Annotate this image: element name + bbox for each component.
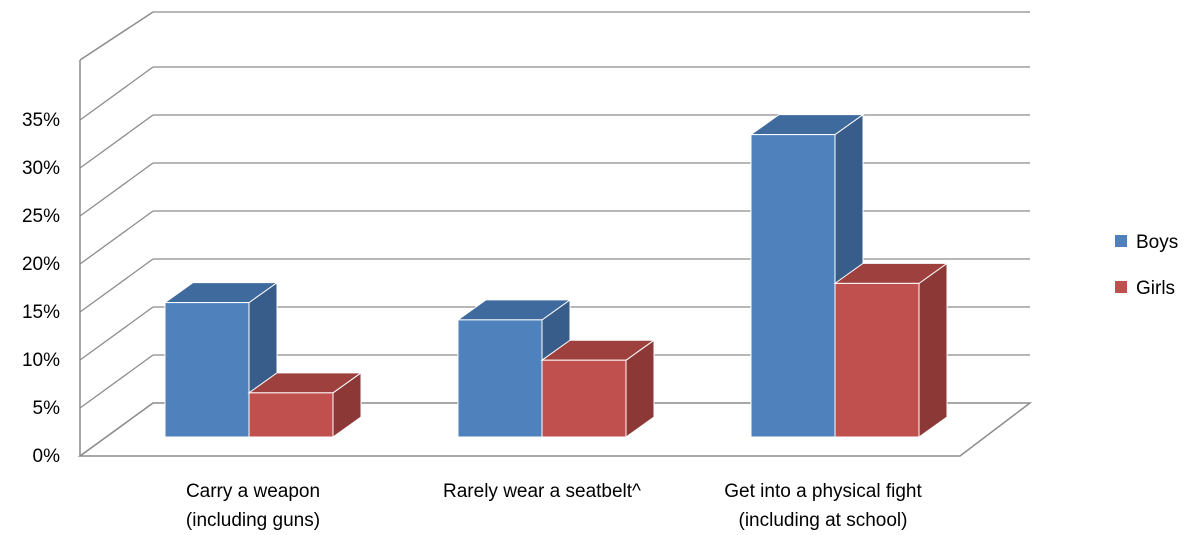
bar-front	[164, 302, 250, 438]
bar-girls	[833, 262, 949, 438]
legend-swatch	[1115, 235, 1127, 247]
legend-label: Girls	[1136, 278, 1175, 299]
x-tick-label: (including guns)	[186, 510, 320, 531]
y-tick-label: 35%	[22, 110, 60, 131]
gridline-diagonal	[79, 306, 154, 361]
bar-front	[750, 134, 836, 438]
y-tick-label: 20%	[22, 254, 60, 275]
y-tick-label: 5%	[33, 398, 61, 419]
left-wall-top-edge	[79, 11, 154, 61]
gridline-diagonal	[79, 258, 154, 313]
legend-swatch	[1115, 281, 1127, 293]
gridline-diagonal	[79, 66, 154, 121]
bars	[163, 113, 949, 438]
x-tick-label: (including at school)	[739, 510, 908, 531]
gridline-diagonal	[79, 114, 154, 169]
gridline-diagonal	[79, 210, 154, 265]
legend: Boys Girls	[1115, 232, 1178, 299]
y-tick-label: 15%	[22, 302, 60, 323]
bar-girls	[247, 371, 363, 438]
legend-label: Boys	[1136, 232, 1178, 253]
gridline-diagonal	[79, 354, 154, 409]
bar-front	[248, 392, 334, 438]
x-tick-label: Carry a weapon	[186, 481, 320, 502]
x-tick-label: Get into a physical fight	[724, 481, 922, 502]
x-tick-label: Rarely wear a seatbelt^	[443, 481, 641, 502]
y-tick-label: 25%	[22, 206, 60, 227]
y-tick-label: 0%	[33, 446, 61, 467]
bar-front	[457, 319, 543, 438]
gridline-diagonal	[79, 402, 154, 457]
y-tick-label: 10%	[22, 350, 60, 371]
gridline-diagonal	[79, 162, 154, 217]
bar-front	[541, 359, 627, 438]
bar-front	[834, 282, 920, 438]
x-axis-labels: Carry a weapon (including guns) Rarely wea…	[186, 481, 923, 531]
y-axis-ticks: 0% 5% 10% 15% 20% 25% 30% 35%	[22, 110, 60, 467]
bar-side	[918, 262, 948, 438]
bar-girls	[540, 339, 656, 438]
y-tick-label: 30%	[22, 158, 60, 179]
